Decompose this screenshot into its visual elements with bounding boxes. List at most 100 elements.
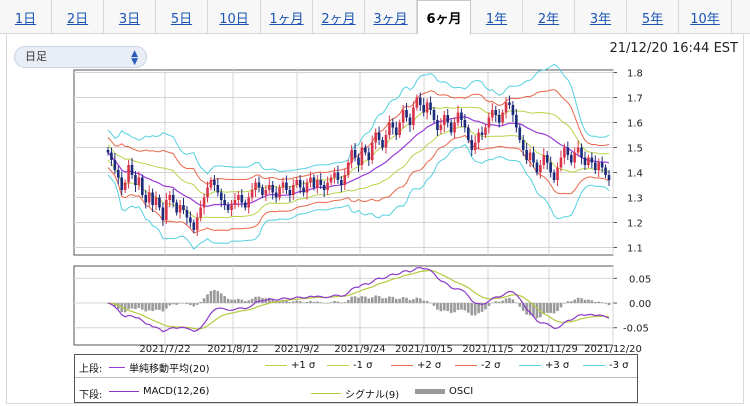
candle-body bbox=[504, 102, 508, 113]
osci-bar bbox=[271, 299, 275, 304]
osci-bar bbox=[539, 303, 542, 318]
tab-3[interactable]: 5日 bbox=[156, 0, 208, 34]
candle-body bbox=[511, 105, 515, 115]
osci-bar bbox=[333, 300, 336, 304]
candle-body bbox=[189, 217, 192, 223]
osci-bar bbox=[432, 303, 436, 306]
legend-item-label: +3 σ bbox=[545, 360, 570, 371]
candle-body bbox=[206, 187, 209, 198]
tab-12[interactable]: 5年 bbox=[627, 0, 679, 34]
candle-body bbox=[360, 147, 364, 165]
time-axis-label: 2021/9/24 bbox=[334, 344, 385, 355]
osci-bar bbox=[322, 303, 326, 304]
tab-5[interactable]: 1ヶ月 bbox=[261, 0, 313, 34]
tab-10[interactable]: 2年 bbox=[523, 0, 575, 34]
legend-lower-item-1: シグナル(9) bbox=[311, 386, 399, 401]
osci-bar bbox=[607, 303, 611, 306]
legend-line-swatch bbox=[311, 393, 341, 394]
legend-item-label: +1 σ bbox=[291, 360, 316, 371]
osci-bar bbox=[364, 296, 367, 304]
osci-bar bbox=[487, 303, 491, 306]
osci-bar bbox=[350, 296, 353, 304]
candle-body bbox=[357, 157, 360, 165]
osci-bar bbox=[329, 302, 333, 304]
candle-body bbox=[346, 162, 350, 175]
time-axis-label: 2021/8/12 bbox=[207, 344, 258, 355]
osci-bar bbox=[158, 303, 161, 310]
tab-0[interactable]: 1日 bbox=[0, 0, 52, 34]
legend-upper-item-3: +2 σ bbox=[391, 360, 441, 371]
tab-11[interactable]: 3年 bbox=[575, 0, 627, 34]
osci-bar bbox=[336, 301, 340, 304]
candle-body bbox=[370, 142, 374, 160]
osci-bar bbox=[226, 298, 230, 304]
candle-body bbox=[165, 200, 168, 220]
signal-line bbox=[107, 269, 610, 330]
osci-bar bbox=[453, 303, 456, 313]
candle-body bbox=[182, 205, 185, 210]
tab-9[interactable]: 1年 bbox=[471, 0, 523, 34]
osci-bar bbox=[206, 294, 209, 304]
legend-line-swatch bbox=[519, 365, 541, 366]
osci-bar bbox=[511, 299, 515, 304]
candle-body bbox=[185, 210, 189, 218]
legend-upper-item-5: +3 σ bbox=[519, 360, 569, 371]
candle-body bbox=[120, 177, 124, 190]
osci-bar bbox=[319, 302, 323, 304]
osci-bar bbox=[353, 296, 357, 304]
candle-body bbox=[147, 192, 151, 203]
candle-body bbox=[429, 102, 432, 110]
osci-bar bbox=[429, 302, 432, 304]
osci-bar bbox=[415, 297, 419, 304]
osci-bar bbox=[542, 303, 546, 315]
candle-body bbox=[305, 182, 309, 193]
osci-bar bbox=[576, 297, 580, 304]
candle-body bbox=[322, 185, 326, 190]
osci-bar bbox=[230, 299, 233, 304]
candle-body bbox=[515, 115, 518, 128]
tab-8[interactable]: 6ヶ月 bbox=[417, 0, 471, 35]
time-axis-label: 2021/11/29 bbox=[520, 344, 578, 355]
candle-body bbox=[292, 185, 295, 195]
candle-body bbox=[110, 152, 113, 160]
tab-7[interactable]: 3ヶ月 bbox=[365, 0, 417, 34]
osci-bar bbox=[288, 302, 292, 304]
osci-bar bbox=[518, 303, 522, 307]
candle-body bbox=[298, 180, 302, 188]
osci-bar bbox=[360, 296, 364, 304]
osci-bar bbox=[394, 298, 398, 304]
candle-body bbox=[199, 207, 202, 218]
osci-bar bbox=[309, 300, 312, 304]
osci-bar bbox=[216, 291, 220, 304]
candle-body bbox=[384, 135, 388, 148]
interval-select[interactable]: 日足 ▲ ▼ bbox=[14, 46, 147, 68]
candle-body bbox=[367, 152, 371, 160]
tab-1[interactable]: 2日 bbox=[52, 0, 104, 34]
legend-line-swatch bbox=[327, 365, 349, 366]
osci-bar bbox=[285, 300, 288, 304]
osci-bar bbox=[223, 296, 226, 304]
osci-bar bbox=[302, 302, 305, 304]
candle-body bbox=[422, 105, 425, 113]
candle-body bbox=[432, 110, 436, 120]
candle-body bbox=[168, 195, 172, 200]
osci-bar bbox=[535, 303, 539, 319]
candle-body bbox=[250, 190, 254, 198]
tab-13[interactable]: 10年 bbox=[679, 0, 732, 34]
osci-bar bbox=[384, 298, 388, 304]
band-plus3-line bbox=[107, 63, 610, 175]
candle-body bbox=[267, 185, 271, 190]
candle-body bbox=[590, 157, 594, 163]
osci-bar bbox=[116, 303, 120, 309]
candle-body bbox=[477, 132, 480, 143]
tab-2[interactable]: 3日 bbox=[104, 0, 156, 34]
osci-bar bbox=[460, 303, 463, 310]
candle-body bbox=[580, 147, 583, 158]
candle-body bbox=[480, 132, 484, 135]
osci-bar bbox=[491, 302, 494, 304]
macd-line bbox=[107, 266, 610, 333]
tab-4[interactable]: 10日 bbox=[208, 0, 261, 34]
tab-6[interactable]: 2ヶ月 bbox=[313, 0, 365, 34]
osci-bar bbox=[154, 303, 158, 310]
candle-body bbox=[134, 175, 137, 185]
